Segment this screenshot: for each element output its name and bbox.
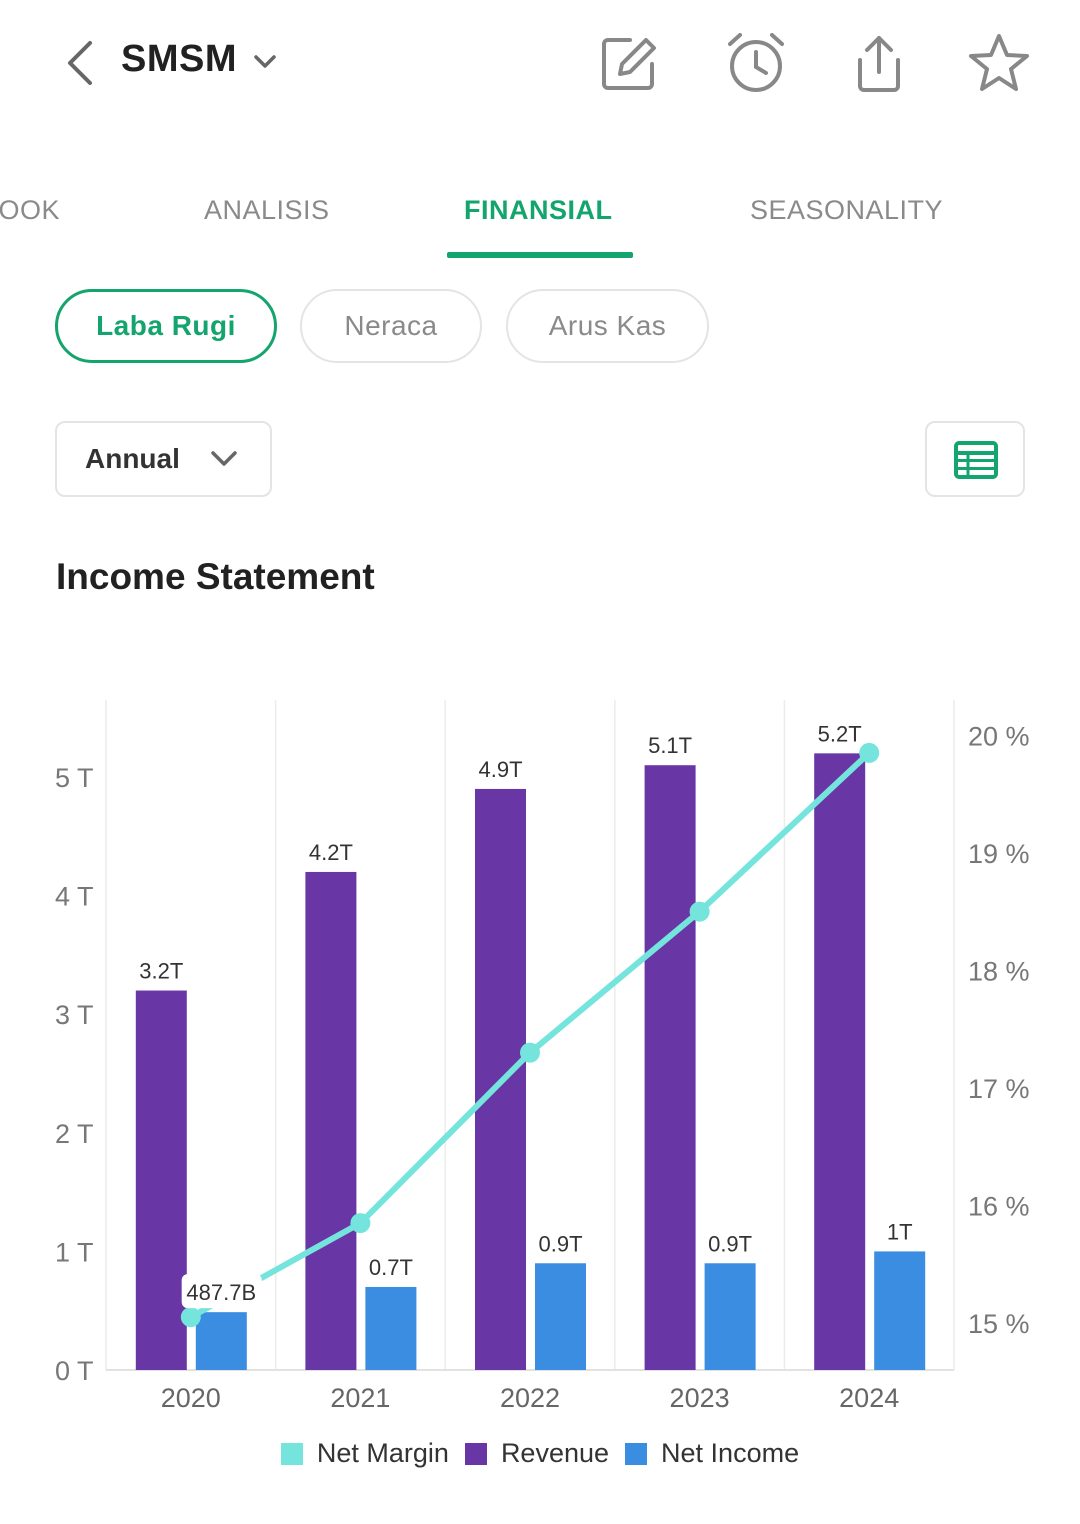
y-left-tick-label: 0 T — [55, 1356, 94, 1386]
net-income-data-label: 0.9T — [708, 1231, 752, 1256]
legend-swatch-net-income — [625, 1442, 648, 1465]
legend-label: Revenue — [500, 1438, 610, 1468]
legend-item-net-income[interactable]: Net Income — [625, 1438, 799, 1469]
net-margin-point — [689, 901, 710, 922]
y-left-tick-label: 1 T — [55, 1237, 94, 1267]
chevron-down-icon — [211, 451, 237, 466]
revenue-data-label: 3.2T — [139, 959, 183, 984]
net-margin-point — [520, 1042, 540, 1063]
y-right-tick-label: 17 % — [968, 1074, 1030, 1104]
net-income-data-label: 487.7B — [186, 1280, 256, 1305]
revenue-data-label: 4.2T — [309, 840, 353, 865]
legend-swatch-revenue — [464, 1442, 487, 1465]
period-dropdown-value: Annual — [85, 443, 180, 474]
income-statement-chart: 0 T 1 T 2 T 3 T 4 T 5 T 15 % 16 % 17 % 18 % 19 % 20… — [55, 700, 1030, 1413]
net-margin-point — [859, 742, 880, 763]
table-view-button[interactable] — [925, 421, 1025, 497]
x-tick-label: 2020 — [161, 1383, 221, 1413]
y-left-tick-label: 2 T — [55, 1119, 94, 1149]
y-left-tick-label: 3 T — [55, 1000, 94, 1030]
ticker-chevron-down-icon[interactable] — [252, 52, 278, 72]
tab-book[interactable]: BOOK — [0, 195, 61, 225]
share-icon[interactable] — [852, 32, 906, 94]
y-left-tick-label: 4 T — [55, 882, 94, 912]
net-margin-point — [350, 1213, 371, 1234]
net-income-bar — [195, 1312, 247, 1370]
ticker-title[interactable]: SMSM — [121, 38, 237, 80]
y-right-tick-label: 20 % — [968, 721, 1030, 751]
alarm-icon[interactable] — [724, 30, 788, 96]
y-right-tick-label: 15 % — [968, 1309, 1030, 1339]
table-icon — [954, 441, 998, 479]
net-income-bar — [535, 1263, 586, 1370]
data-label-background — [181, 1274, 262, 1309]
net-income-bar — [874, 1251, 926, 1370]
revenue-bar — [305, 871, 357, 1370]
back-chevron-icon[interactable] — [60, 38, 100, 88]
pill-arus-kas[interactable]: Arus Kas — [506, 289, 709, 363]
revenue-bar — [135, 990, 187, 1370]
active-tab-indicator — [447, 252, 633, 258]
x-tick-label: 2024 — [839, 1383, 899, 1413]
net-margin-point — [180, 1307, 201, 1328]
edit-icon[interactable] — [600, 34, 660, 94]
legend-item-net-margin[interactable]: Net Margin — [280, 1438, 449, 1469]
legend-swatch-net-margin — [280, 1442, 303, 1465]
pill-laba-rugi[interactable]: Laba Rugi — [55, 289, 277, 363]
section-title: Income Statement — [56, 556, 375, 597]
net-income-data-label: 1T — [887, 1219, 913, 1244]
y-right-tick-label: 19 % — [968, 839, 1030, 869]
revenue-bar — [814, 753, 866, 1370]
x-tick-label: 2023 — [670, 1383, 730, 1413]
pill-neraca[interactable]: Neraca — [300, 289, 482, 363]
revenue-data-label: 4.9T — [478, 757, 522, 782]
net-income-data-label: 0.9T — [538, 1231, 582, 1256]
period-dropdown[interactable]: Annual — [55, 421, 272, 497]
star-icon[interactable] — [966, 32, 1032, 94]
revenue-data-label: 5.1T — [648, 733, 692, 758]
y-right-tick-label: 18 % — [968, 956, 1030, 986]
x-tick-label: 2022 — [500, 1383, 560, 1413]
tab-finansial[interactable]: FINANSIAL — [464, 195, 613, 225]
x-tick-label: 2021 — [330, 1383, 390, 1413]
net-margin-line — [187, 749, 873, 1321]
y-left-tick-label: 5 T — [55, 763, 94, 793]
legend-label: Net Margin — [316, 1438, 449, 1468]
net-income-bar — [704, 1263, 756, 1370]
tab-analisis[interactable]: ANALISIS — [204, 195, 330, 225]
legend-label: Net Income — [661, 1438, 800, 1468]
net-income-data-label: 0.7T — [369, 1255, 413, 1280]
legend-item-revenue[interactable]: Revenue — [464, 1438, 610, 1469]
revenue-bar — [644, 765, 696, 1370]
y-right-tick-label: 16 % — [968, 1191, 1030, 1221]
net-income-bar — [365, 1286, 417, 1370]
tab-seasonality[interactable]: SEASONALITY — [750, 195, 944, 225]
revenue-data-label: 5.2T — [818, 721, 862, 746]
chart-legend: Net Margin Revenue Net Income — [0, 1438, 1080, 1469]
